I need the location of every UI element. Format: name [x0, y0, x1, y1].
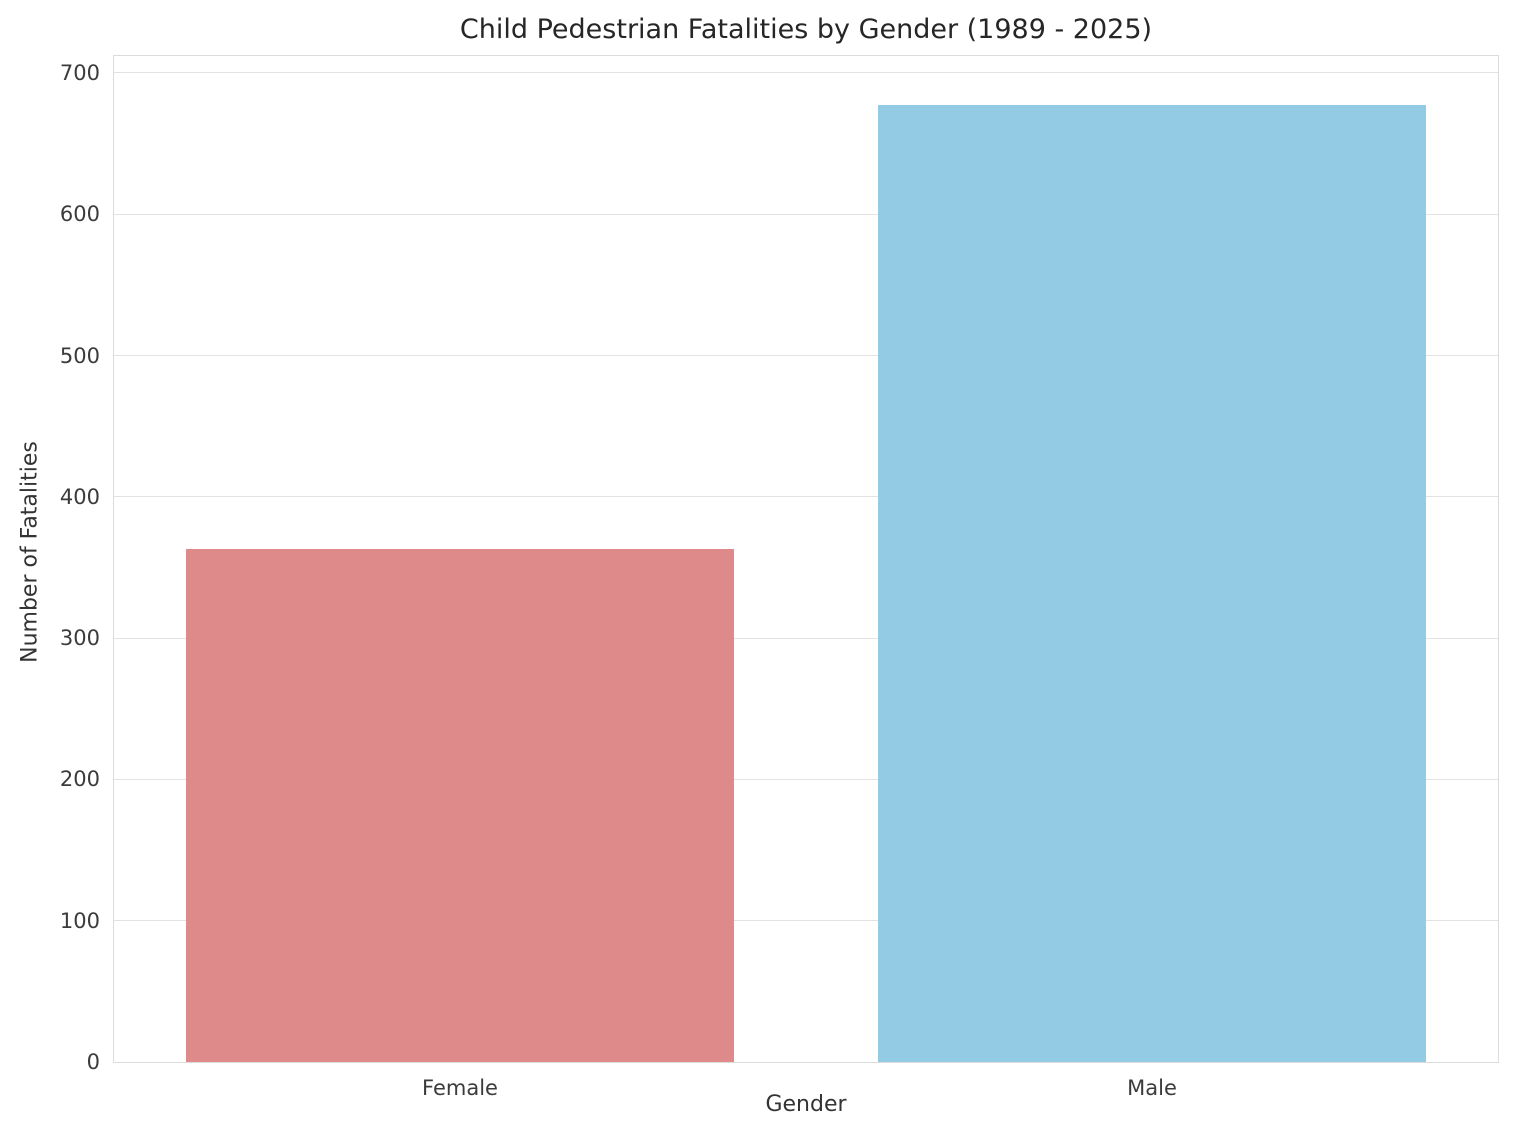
gridline-y-300 — [114, 637, 1498, 639]
gridline-y-700 — [114, 72, 1498, 74]
ytick-label-0: 0 — [86, 1050, 100, 1074]
ytick-label-200: 200 — [59, 767, 100, 792]
ytick-label-500: 500 — [59, 343, 100, 368]
ytick-label-300: 300 — [59, 626, 100, 651]
ytick-label-400: 400 — [59, 484, 100, 509]
gridline-y-200 — [114, 778, 1498, 780]
xtick-label-female: Female — [422, 1076, 498, 1100]
ytick-label-700: 700 — [59, 60, 100, 85]
chart-title: Child Pedestrian Fatalities by Gender (1… — [459, 14, 1153, 45]
gridline-y-600 — [114, 213, 1498, 215]
xtick-label-male: Male — [1127, 1076, 1177, 1100]
y-axis-label: Number of Fatalities — [17, 441, 43, 663]
gridline-y-400 — [114, 496, 1498, 498]
x-axis-label: Gender — [765, 1092, 847, 1117]
ytick-label-600: 600 — [59, 202, 100, 227]
plot-area: 0 100 200 300 400 500 600 700 Female Male — [60, 55, 1499, 1100]
gridline-y-100 — [114, 920, 1498, 922]
bar-female — [185, 549, 735, 1062]
ytick-label-100: 100 — [59, 908, 100, 933]
gridline-y-500 — [114, 355, 1498, 357]
bar-male — [877, 105, 1427, 1062]
